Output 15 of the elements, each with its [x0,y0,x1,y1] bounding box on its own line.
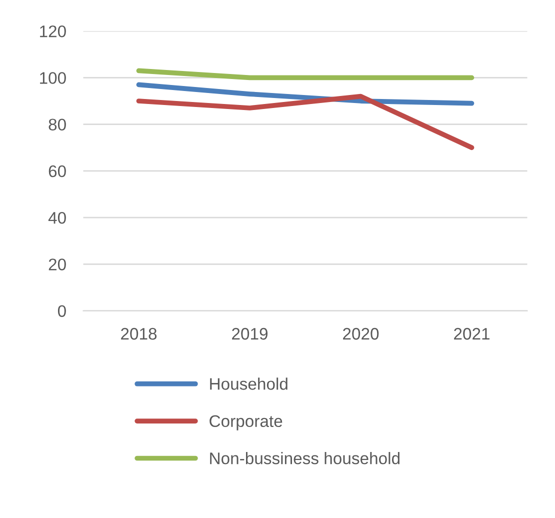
line-series [136,94,474,150]
x-tick-label: 2021 [454,328,490,340]
legend-label: Household [210,378,288,390]
x-tick-label: 2018 [121,328,157,340]
legend-label: Corporate [210,415,282,430]
y-tick-label: 20 [48,258,66,270]
x-tick-label: 2019 [232,328,268,340]
y-tick-label: 40 [48,212,66,224]
y-tick-label: 120 [40,25,66,38]
legend-label: Non-bussiness household [210,452,400,464]
y-tick-label: 100 [40,72,66,84]
y-tick-label: 60 [48,165,66,178]
x-tick-label: 2020 [343,328,379,340]
y-tick-label: 0 [58,305,66,318]
y-tick-label: 80 [48,118,66,131]
